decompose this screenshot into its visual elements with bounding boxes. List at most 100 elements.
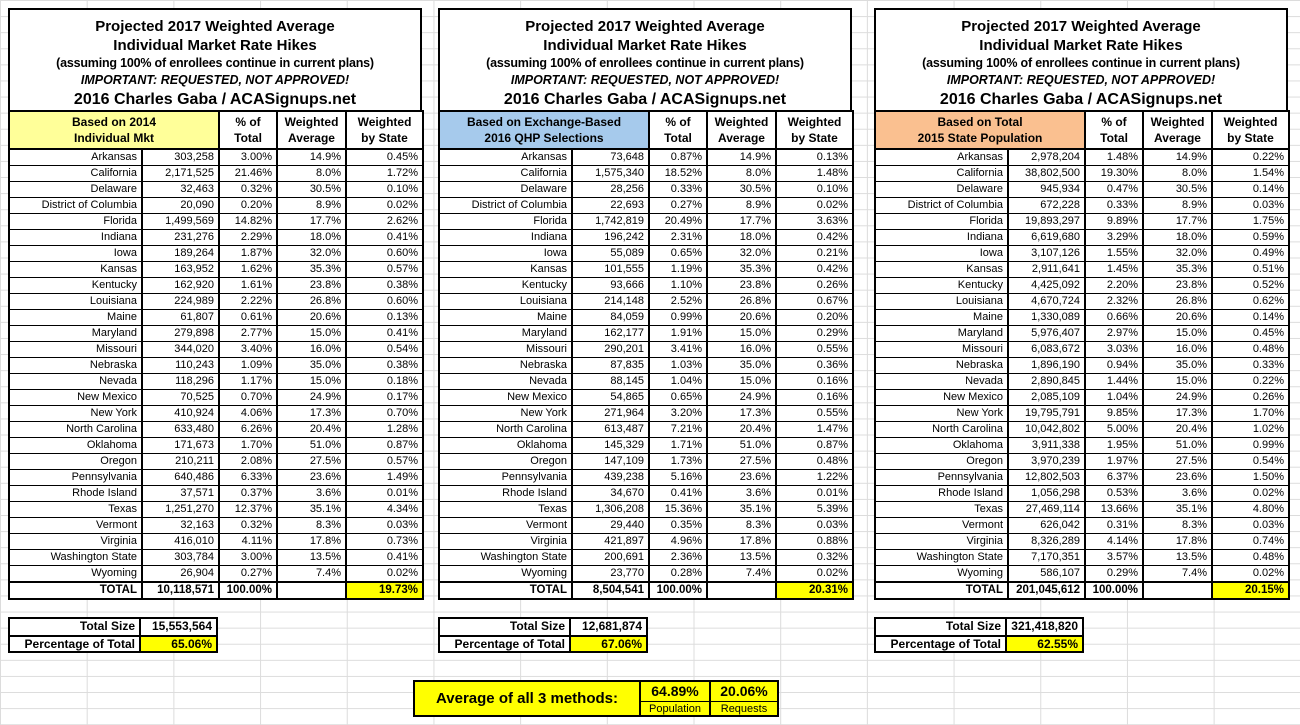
weighted-average-cell[interactable]: 35.1% xyxy=(1142,501,1214,518)
state-cell[interactable]: Iowa xyxy=(874,245,1009,262)
weighted-by-state-cell[interactable]: 0.01% xyxy=(775,485,854,502)
weighted-average-cell[interactable]: 17.8% xyxy=(276,533,348,550)
weighted-average-cell[interactable]: 35.3% xyxy=(1142,261,1214,278)
pct-of-total-cell[interactable]: 0.61% xyxy=(218,309,279,326)
weighted-by-state-cell[interactable]: 0.42% xyxy=(775,229,854,246)
pct-of-total-cell[interactable]: 0.29% xyxy=(1084,565,1145,583)
amount-cell[interactable]: 586,107 xyxy=(1006,565,1087,583)
amount-cell[interactable]: 10,042,802 xyxy=(1006,421,1087,438)
weighted-by-state-cell[interactable]: 1.54% xyxy=(1211,165,1291,182)
pct-of-total-cell[interactable]: 2.22% xyxy=(218,293,279,310)
state-cell[interactable]: Arkansas xyxy=(874,148,1009,166)
amount-cell[interactable]: 55,089 xyxy=(571,245,650,262)
amount-cell[interactable]: 7,170,351 xyxy=(1006,549,1087,566)
state-cell[interactable]: Maryland xyxy=(438,325,573,342)
state-cell[interactable]: Delaware xyxy=(438,181,573,198)
amount-cell[interactable]: 145,329 xyxy=(571,437,650,454)
weighted-by-state-cell[interactable]: 0.26% xyxy=(1211,389,1291,406)
amount-cell[interactable]: 633,480 xyxy=(140,421,221,438)
weighted-average-cell[interactable]: 17.3% xyxy=(1142,405,1214,422)
weighted-by-state-cell[interactable]: 0.14% xyxy=(1211,181,1291,198)
state-cell[interactable]: Wyoming xyxy=(8,565,143,583)
state-cell[interactable]: Virginia xyxy=(874,533,1009,550)
amount-cell[interactable]: 29,440 xyxy=(571,517,650,534)
weighted-average-cell[interactable]: 35.1% xyxy=(706,501,777,518)
pct-of-total-cell[interactable]: 1.03% xyxy=(648,357,708,374)
amount-cell[interactable]: 2,890,845 xyxy=(1006,373,1087,390)
average-of-methods-label[interactable]: Average of all 3 methods: xyxy=(415,682,641,715)
state-cell[interactable]: Virginia xyxy=(438,533,573,550)
pct-of-total-cell[interactable]: 21.46% xyxy=(218,165,279,182)
weighted-average-cell[interactable]: 35.3% xyxy=(276,261,348,278)
weighted-average-cell[interactable]: 3.6% xyxy=(276,485,348,502)
pct-of-total-cell[interactable]: 0.27% xyxy=(648,197,708,214)
state-cell[interactable]: New York xyxy=(874,405,1009,422)
pct-of-total-cell[interactable]: 12.37% xyxy=(218,501,279,518)
weighted-by-state-cell[interactable]: 1.70% xyxy=(1211,405,1291,422)
weighted-average-cell[interactable]: 8.0% xyxy=(706,165,777,182)
weighted-average-cell[interactable]: 18.0% xyxy=(1142,229,1214,246)
weighted-by-state-cell[interactable]: 1.50% xyxy=(1211,469,1291,486)
amount-cell[interactable]: 2,085,109 xyxy=(1006,389,1087,406)
state-cell[interactable]: Florida xyxy=(874,213,1009,230)
amount-cell[interactable]: 1,330,089 xyxy=(1006,309,1087,326)
weighted-average-cell[interactable]: 17.3% xyxy=(276,405,348,422)
amount-cell[interactable]: 945,934 xyxy=(1006,181,1087,198)
weighted-by-state-cell[interactable]: 0.57% xyxy=(345,261,425,278)
state-cell[interactable]: Virginia xyxy=(8,533,143,550)
amount-cell[interactable]: 1,306,208 xyxy=(571,501,650,518)
pct-of-total-cell[interactable]: 3.00% xyxy=(218,148,279,166)
amount-cell[interactable]: 61,807 xyxy=(140,309,221,326)
amount-cell[interactable]: 1,575,340 xyxy=(571,165,650,182)
amount-cell[interactable]: 118,296 xyxy=(140,373,221,390)
amount-cell[interactable]: 73,648 xyxy=(571,148,650,166)
amount-cell[interactable]: 32,463 xyxy=(140,181,221,198)
weighted-average-cell[interactable]: 35.0% xyxy=(1142,357,1214,374)
weighted-by-state-cell[interactable]: 0.02% xyxy=(345,197,425,214)
pct-of-total-cell[interactable]: 4.06% xyxy=(218,405,279,422)
amount-cell[interactable]: 344,020 xyxy=(140,341,221,358)
amount-cell[interactable]: 4,670,724 xyxy=(1006,293,1087,310)
state-cell[interactable]: New Mexico xyxy=(8,389,143,406)
state-cell[interactable]: Iowa xyxy=(438,245,573,262)
amount-cell[interactable]: 210,211 xyxy=(140,453,221,470)
amount-cell[interactable]: 1,056,298 xyxy=(1006,485,1087,502)
weighted-by-state-cell[interactable]: 19.73% xyxy=(345,581,425,600)
weighted-average-cell[interactable]: 7.4% xyxy=(1142,565,1214,583)
weighted-by-state-cell[interactable]: 0.41% xyxy=(345,549,425,566)
weighted-by-state-cell[interactable]: 0.54% xyxy=(345,341,425,358)
amount-cell[interactable]: 1,251,270 xyxy=(140,501,221,518)
weighted-average-cell[interactable]: 13.5% xyxy=(276,549,348,566)
amount-cell[interactable]: 22,693 xyxy=(571,197,650,214)
weighted-by-state-cell[interactable]: 0.02% xyxy=(1211,565,1291,583)
pct-of-total-cell[interactable]: 18.52% xyxy=(648,165,708,182)
amount-cell[interactable]: 19,795,791 xyxy=(1006,405,1087,422)
total-size-value[interactable]: 321,418,820 xyxy=(1007,619,1082,635)
amount-cell[interactable]: 20,090 xyxy=(140,197,221,214)
pct-of-total-cell[interactable]: 0.33% xyxy=(648,181,708,198)
pct-of-total-cell[interactable]: 3.57% xyxy=(1084,549,1145,566)
state-cell[interactable]: New York xyxy=(8,405,143,422)
weighted-average-cell[interactable]: 24.9% xyxy=(1142,389,1214,406)
weighted-by-state-cell[interactable]: 0.03% xyxy=(1211,517,1291,534)
weighted-by-state-cell[interactable]: 0.02% xyxy=(1211,485,1291,502)
amount-cell[interactable]: 416,010 xyxy=(140,533,221,550)
weighted-by-state-cell[interactable]: 0.16% xyxy=(775,373,854,390)
requests-average-cell[interactable]: 20.06% Requests xyxy=(709,682,777,715)
state-cell[interactable]: Kansas xyxy=(8,261,143,278)
weighted-average-cell[interactable]: 15.0% xyxy=(1142,373,1214,390)
amount-cell[interactable]: 12,802,503 xyxy=(1006,469,1087,486)
state-cell[interactable]: Indiana xyxy=(874,229,1009,246)
weighted-average-cell[interactable]: 51.0% xyxy=(706,437,777,454)
state-cell[interactable]: Louisiana xyxy=(874,293,1009,310)
weighted-average-cell[interactable]: 14.9% xyxy=(706,148,777,166)
state-cell[interactable]: Arkansas xyxy=(8,148,143,166)
weighted-average-cell[interactable]: 14.9% xyxy=(276,148,348,166)
state-cell[interactable]: Oklahoma xyxy=(874,437,1009,454)
state-cell[interactable]: Missouri xyxy=(874,341,1009,358)
pct-of-total-cell[interactable]: 1.48% xyxy=(1084,148,1145,166)
pct-of-total-cell[interactable]: 0.65% xyxy=(648,389,708,406)
weighted-average-cell[interactable] xyxy=(706,581,777,600)
state-cell[interactable]: Washington State xyxy=(438,549,573,566)
state-cell[interactable]: Indiana xyxy=(438,229,573,246)
